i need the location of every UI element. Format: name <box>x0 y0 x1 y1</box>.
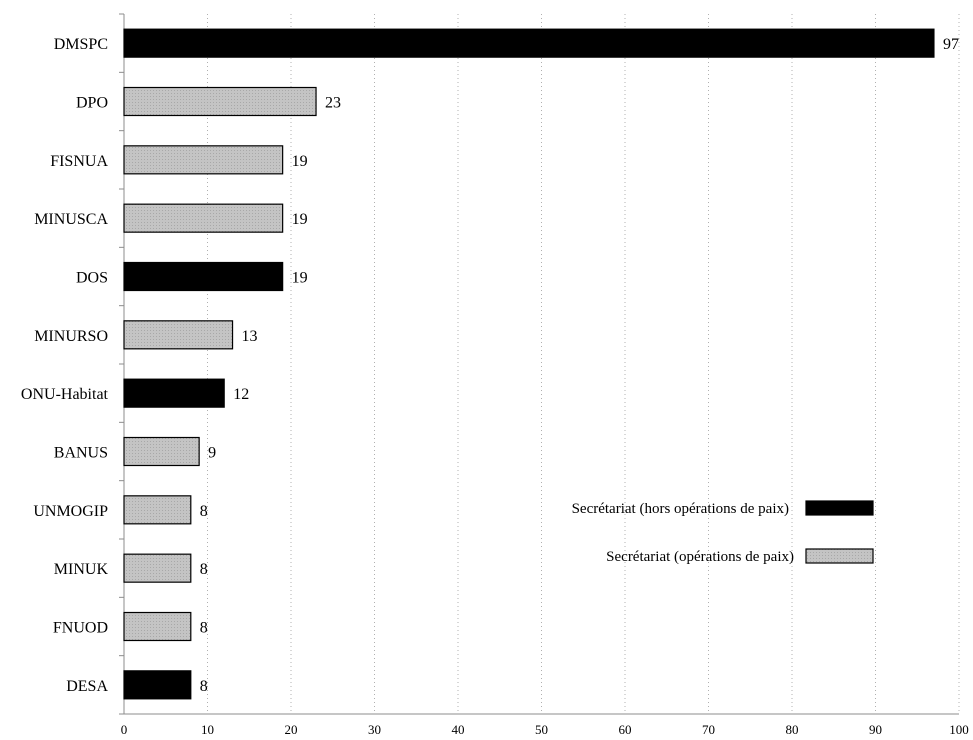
gridlines <box>207 14 960 714</box>
bar-dmspc <box>123 28 935 58</box>
category-label: UNMOGIP <box>33 503 108 520</box>
x-tick-label: 0 <box>121 722 128 737</box>
category-label: FISNUA <box>50 153 108 170</box>
x-tick-label: 80 <box>786 722 799 737</box>
bar-minuk <box>123 553 192 583</box>
bar-desa <box>123 670 192 700</box>
x-tick-label: 100 <box>949 722 969 737</box>
category-label: DMSPC <box>54 36 108 53</box>
legend-label-hors: Secrétariat (hors opérations de paix) <box>572 501 789 517</box>
category-label: MINUSCA <box>34 211 108 228</box>
x-tick-label: 60 <box>619 722 632 737</box>
category-label: MINURSO <box>34 328 108 345</box>
bar-dos <box>123 261 284 292</box>
value-label: 8 <box>200 620 208 637</box>
value-label: 19 <box>292 211 308 228</box>
x-tick-label: 70 <box>702 722 715 737</box>
category-label: MINUK <box>54 561 109 578</box>
value-label: 19 <box>292 270 308 287</box>
category-label: DPO <box>76 95 108 112</box>
bar-fisnua <box>123 145 284 175</box>
bar-minurso <box>123 320 234 350</box>
bars <box>123 28 935 700</box>
bar-onu-habitat <box>123 378 225 408</box>
value-label: 8 <box>200 561 208 578</box>
category-label: DOS <box>76 270 108 287</box>
x-tick-label: 20 <box>285 722 298 737</box>
value-labels: 97 23 19 19 19 13 12 9 8 8 8 8 <box>200 36 959 695</box>
x-tick-label: 40 <box>452 722 465 737</box>
legend-swatch-hors <box>805 500 874 516</box>
value-label: 8 <box>200 678 208 695</box>
bar-minusca <box>123 203 284 233</box>
value-label: 19 <box>292 153 308 170</box>
bar-banus <box>123 436 200 467</box>
bar-dpo <box>123 86 317 117</box>
x-tick-label: 10 <box>201 722 214 737</box>
bar-unmogip <box>123 495 192 525</box>
value-label: 13 <box>242 328 258 345</box>
value-label: 12 <box>233 386 249 403</box>
category-label: DESA <box>66 678 108 695</box>
bar-fnuod <box>123 611 192 642</box>
value-label: 23 <box>325 95 341 112</box>
category-label: BANUS <box>54 445 108 462</box>
axes <box>119 13 959 715</box>
x-tick-label: 30 <box>368 722 381 737</box>
x-tick-label: 50 <box>535 722 548 737</box>
category-label: ONU-Habitat <box>21 386 109 403</box>
x-tick-labels: 0 10 20 30 40 50 60 70 80 90 100 <box>121 722 969 737</box>
legend-swatch-paix <box>805 548 874 564</box>
legend: Secrétariat (hors opérations de paix) Sec… <box>572 500 874 565</box>
value-label: 8 <box>200 503 208 520</box>
legend-label-paix: Secrétariat (opérations de paix) <box>606 549 794 565</box>
x-tick-label: 90 <box>869 722 882 737</box>
value-label: 9 <box>208 445 216 462</box>
category-label: FNUOD <box>53 620 108 637</box>
value-label: 97 <box>943 36 959 53</box>
category-labels: DMSPC DPO FISNUA MINUSCA DOS MINURSO ONU-Habit… <box>21 36 109 695</box>
